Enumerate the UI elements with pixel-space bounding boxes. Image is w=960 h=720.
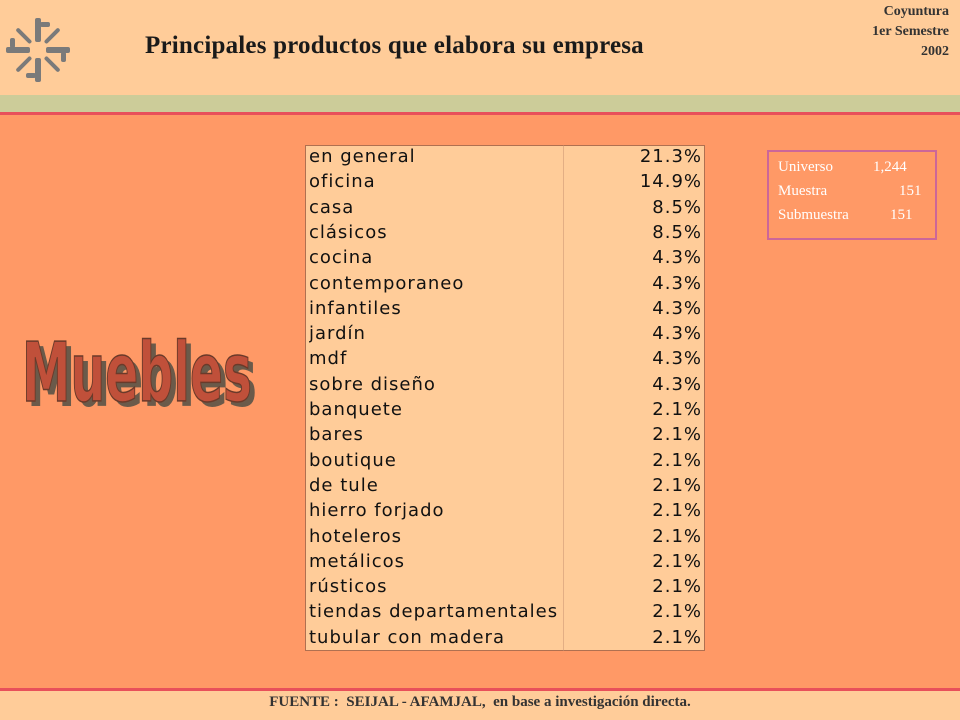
submuestra-row: Submuestra 151 — [778, 207, 913, 224]
product-percent: 4.3% — [652, 247, 702, 269]
table-row: sobre diseño 4.3% — [306, 374, 706, 399]
product-label: rústicos — [309, 576, 388, 598]
submuestra-label: Submuestra — [778, 207, 849, 223]
product-percent: 2.1% — [652, 626, 702, 648]
category-word: Muebles — [22, 326, 252, 421]
muestra-row: Muestra 151 — [778, 183, 922, 200]
product-label: casa — [309, 196, 355, 218]
products-table: en general 21.3% oficina 14.9% casa 8.5% cl… — [305, 145, 705, 651]
table-row: jardín 4.3% — [306, 323, 706, 348]
product-percent: 4.3% — [652, 348, 702, 370]
edition-semester: 1er Semestre — [872, 24, 949, 39]
product-label: contemporaneo — [309, 272, 465, 294]
product-percent: 2.1% — [652, 525, 702, 547]
product-label: hoteleros — [309, 525, 403, 547]
product-percent: 8.5% — [652, 221, 702, 243]
product-label: oficina — [309, 171, 376, 193]
universo-label: Universo — [778, 159, 833, 175]
product-label: tubular con madera — [309, 626, 505, 648]
product-label: jardín — [309, 323, 366, 345]
table-row: mdf 4.3% — [306, 348, 706, 373]
table-row: hierro forjado 2.1% — [306, 500, 706, 525]
product-label: infantiles — [309, 297, 402, 319]
product-label: bares — [309, 424, 364, 446]
table-row: oficina 14.9% — [306, 171, 706, 196]
header-divider — [0, 112, 960, 115]
footer-divider — [0, 688, 960, 691]
product-percent: 4.3% — [652, 272, 702, 294]
page-title: Principales productos que elabora su emp… — [145, 32, 644, 59]
muestra-label: Muestra — [778, 183, 828, 199]
header-bar — [0, 0, 960, 95]
category-word-shadow: Muebles — [27, 331, 257, 424]
product-label: hierro forjado — [309, 500, 445, 522]
product-percent: 4.3% — [652, 323, 702, 345]
sample-info-box: Universo 1,244 Muestra 151 Submuestra 15… — [767, 150, 937, 240]
table-row: clásicos 8.5% — [306, 222, 706, 247]
table-row: contemporaneo 4.3% — [306, 273, 706, 298]
product-label: en general — [309, 146, 416, 167]
table-row: boutique 2.1% — [306, 450, 706, 475]
product-label: clásicos — [309, 221, 388, 243]
submuestra-value: 151 — [890, 207, 913, 223]
product-percent: 14.9% — [639, 171, 702, 193]
product-label: cocina — [309, 247, 374, 269]
source-footnote: FUENTE : SEIJAL - AFAMJAL, en base a inv… — [269, 694, 691, 710]
table-row: metálicos 2.1% — [306, 551, 706, 576]
universo-row: Universo 1,244 — [778, 159, 907, 176]
product-percent: 4.3% — [652, 297, 702, 319]
table-row: en general 21.3% — [306, 146, 706, 171]
product-percent: 2.1% — [652, 424, 702, 446]
seijal-logo-icon — [6, 18, 70, 82]
footer-bar — [0, 691, 960, 720]
table-row: hoteleros 2.1% — [306, 526, 706, 551]
muestra-value: 151 — [899, 183, 922, 199]
table-row: tiendas departamentales 2.1% — [306, 601, 706, 626]
product-percent: 4.3% — [652, 373, 702, 395]
product-percent: 21.3% — [639, 146, 702, 167]
header-accent-band — [0, 95, 960, 112]
product-percent: 2.1% — [652, 474, 702, 496]
table-row: infantiles 4.3% — [306, 298, 706, 323]
product-percent: 2.1% — [652, 601, 702, 623]
category-wordart: Muebles Muebles — [21, 325, 257, 424]
table-row: cocina 4.3% — [306, 247, 706, 272]
table-row: de tule 2.1% — [306, 475, 706, 500]
edition-info: Coyuntura 1er Semestre 2002 — [872, 2, 949, 62]
product-percent: 2.1% — [652, 449, 702, 471]
product-label: sobre diseño — [309, 373, 436, 395]
table-row: tubular con madera 2.1% — [306, 627, 706, 652]
product-label: boutique — [309, 449, 397, 471]
product-label: mdf — [309, 348, 348, 370]
product-label: banquete — [309, 399, 403, 420]
table-row: rústicos 2.1% — [306, 576, 706, 601]
table-column-divider — [563, 145, 564, 651]
universo-value: 1,244 — [873, 159, 907, 175]
product-label: de tule — [309, 474, 379, 496]
product-label: tiendas departamentales — [309, 601, 559, 623]
table-row: banquete 2.1% — [306, 399, 706, 424]
product-percent: 2.1% — [652, 399, 702, 420]
product-percent: 8.5% — [652, 196, 702, 218]
edition-year: 2002 — [921, 44, 949, 59]
product-percent: 2.1% — [652, 576, 702, 598]
product-percent: 2.1% — [652, 500, 702, 522]
edition-label: Coyuntura — [883, 4, 949, 19]
product-label: metálicos — [309, 550, 405, 572]
product-percent: 2.1% — [652, 550, 702, 572]
table-row: bares 2.1% — [306, 424, 706, 449]
table-row: casa 8.5% — [306, 197, 706, 222]
